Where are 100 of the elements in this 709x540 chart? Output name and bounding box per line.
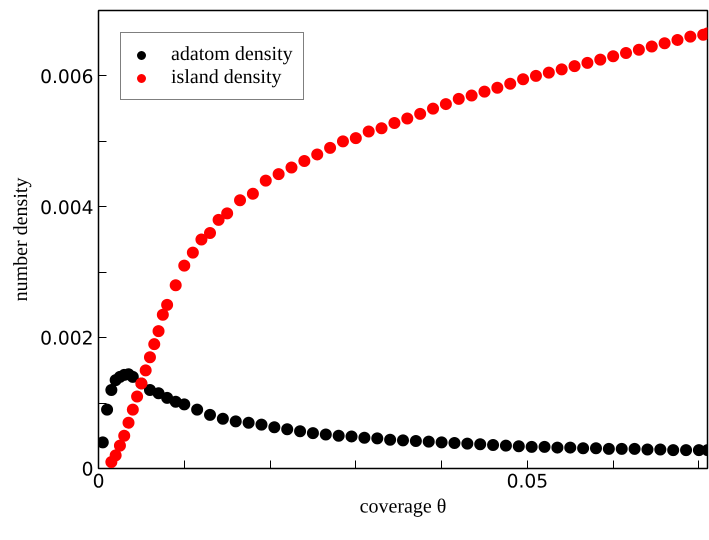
- point: [216, 412, 229, 425]
- point: [234, 194, 246, 206]
- point: [336, 135, 349, 148]
- point: [230, 415, 242, 428]
- point: [242, 416, 255, 429]
- point: [255, 418, 268, 431]
- y-tick-label: 0.002: [40, 328, 94, 350]
- point: [628, 442, 641, 455]
- point: [294, 425, 306, 438]
- point: [298, 154, 310, 167]
- point: [161, 392, 174, 404]
- point: [178, 398, 190, 410]
- point: [118, 430, 130, 442]
- point: [632, 44, 645, 56]
- point: [526, 440, 538, 453]
- y-axis-title: number density: [10, 178, 32, 302]
- point: [186, 246, 199, 259]
- point: [487, 438, 500, 451]
- point: [384, 434, 396, 446]
- point: [581, 56, 594, 69]
- point: [594, 54, 606, 66]
- point: [152, 325, 165, 338]
- point: [491, 82, 504, 94]
- point: [212, 214, 225, 226]
- point: [440, 98, 452, 110]
- point: [101, 404, 114, 416]
- point: [602, 442, 615, 455]
- point: [436, 436, 448, 448]
- point: [148, 338, 160, 350]
- point: [542, 66, 555, 79]
- point: [538, 440, 551, 453]
- point: [131, 390, 144, 403]
- point: [281, 423, 294, 436]
- point: [448, 436, 460, 449]
- point: [371, 432, 384, 444]
- point: [474, 438, 486, 450]
- point: [641, 444, 654, 456]
- point: [517, 73, 530, 86]
- point: [530, 70, 542, 82]
- point: [362, 126, 375, 138]
- point: [504, 78, 516, 90]
- point: [680, 444, 692, 456]
- point: [105, 384, 118, 396]
- point: [152, 387, 165, 400]
- point: [461, 438, 474, 450]
- y-tick-label: 0.006: [40, 66, 94, 88]
- point: [221, 207, 234, 220]
- point: [671, 34, 684, 46]
- legend-label: island density: [171, 66, 282, 89]
- point: [607, 50, 620, 62]
- x-tick-label: 0.05: [506, 472, 548, 492]
- point: [320, 428, 332, 440]
- point: [114, 440, 126, 452]
- point: [422, 436, 435, 448]
- point: [268, 421, 280, 434]
- point: [414, 108, 426, 120]
- point: [122, 416, 135, 429]
- point: [204, 226, 216, 239]
- point: [620, 47, 632, 60]
- point: [427, 102, 440, 115]
- point: [285, 162, 298, 174]
- point: [590, 442, 602, 454]
- point: [306, 427, 319, 440]
- point: [204, 408, 216, 421]
- point: [658, 37, 671, 50]
- point: [410, 435, 422, 448]
- point: [684, 30, 696, 43]
- point: [195, 234, 208, 246]
- point: [126, 404, 139, 416]
- point: [191, 404, 204, 416]
- point: [272, 168, 285, 180]
- point: [358, 432, 370, 444]
- point: [156, 308, 169, 321]
- point: [388, 117, 400, 130]
- point: [551, 442, 564, 454]
- point: [324, 142, 336, 154]
- point: [616, 442, 628, 455]
- point: [556, 63, 568, 76]
- point: [646, 40, 658, 52]
- point: [350, 132, 362, 144]
- point: [577, 442, 590, 454]
- point: [452, 92, 465, 105]
- point: [246, 188, 259, 200]
- point: [654, 444, 666, 456]
- point: [564, 442, 576, 454]
- point: [170, 279, 182, 292]
- point: [311, 148, 324, 160]
- point: [346, 430, 358, 442]
- point: [126, 370, 139, 383]
- point: [140, 364, 152, 376]
- point: [161, 298, 174, 311]
- point: [466, 90, 478, 102]
- point: [667, 444, 680, 456]
- point: [397, 434, 409, 446]
- point: [144, 351, 156, 364]
- y-tick-label: 0.004: [40, 198, 94, 219]
- point: [500, 440, 512, 452]
- point: [260, 174, 272, 187]
- point: [401, 112, 414, 124]
- point: [110, 449, 122, 462]
